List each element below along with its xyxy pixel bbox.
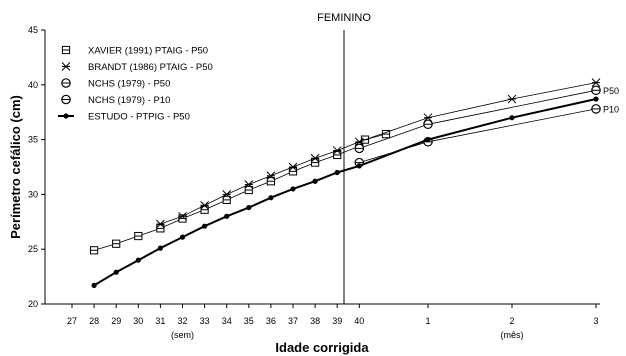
y-tick-label: 30 <box>28 189 38 199</box>
x-tick-label: 37 <box>288 316 298 326</box>
x-tick-label: 29 <box>111 316 121 326</box>
x-tick-label: 38 <box>310 316 320 326</box>
legend-label: ESTUDO - PTPIG - P50 <box>88 112 190 123</box>
data-point <box>268 195 274 201</box>
data-point <box>593 96 599 102</box>
data-point <box>91 282 97 288</box>
x-unit-label: (sem) <box>171 330 194 340</box>
series-line <box>359 89 597 149</box>
data-point <box>591 78 601 87</box>
x-tick-label: 27 <box>67 316 77 326</box>
x-tick-label: 1 <box>425 316 430 326</box>
data-point <box>224 213 230 219</box>
data-point <box>246 204 252 211</box>
x-tick-label: 28 <box>89 316 99 326</box>
x-unit-label: (mês) <box>501 330 524 340</box>
axes <box>44 30 600 305</box>
data-point <box>202 223 208 229</box>
series-line <box>93 98 597 287</box>
x-tick-label: 35 <box>244 316 254 326</box>
series: P50 P10 <box>90 78 619 288</box>
legend-label: NCHS (1979) - P50 <box>88 79 170 90</box>
x-axis-title: Idade corrigida <box>275 340 369 355</box>
data-point <box>200 201 209 210</box>
x-tick-label: 36 <box>266 316 276 326</box>
data-point <box>312 178 318 184</box>
legend: XAVIER (1991) PTAIG - P50 BRANDT (1986) P… <box>58 46 213 123</box>
y-tick-label: 20 <box>28 299 38 309</box>
data-point <box>179 234 186 240</box>
data-point <box>332 146 342 155</box>
series-0 <box>90 130 391 255</box>
x-tick-label: 30 <box>133 316 143 326</box>
x-tick-label: 34 <box>222 316 232 326</box>
legend-label: XAVIER (1991) PTAIG - P50 <box>88 46 208 57</box>
data-point <box>222 190 232 199</box>
data-point <box>157 245 163 251</box>
y-axis-title: Perímetro cefálico (cm) <box>8 95 23 239</box>
data-point <box>310 153 320 163</box>
data-point <box>135 257 141 263</box>
data-point <box>266 171 276 181</box>
x-tick-label: 2 <box>509 316 514 326</box>
series-4 <box>91 96 599 288</box>
data-point <box>244 180 254 189</box>
series-end-label: P10 <box>603 104 619 114</box>
x-ticks: 27 28 29 30 31 32 33 34 35 36 37 38 39 40 1 2 3 (sem) (mês… <box>67 304 599 340</box>
data-point <box>156 219 165 229</box>
series-2: P50 <box>354 85 619 154</box>
x-tick-label: 31 <box>155 316 165 326</box>
annotation-feminino: FEMININO <box>317 12 371 24</box>
data-point <box>288 162 298 172</box>
data-point <box>113 269 119 275</box>
legend-label: BRANDT (1986) PTAIG - P50 <box>88 62 213 73</box>
y-tick-label: 40 <box>28 80 38 90</box>
data-point <box>509 115 515 121</box>
data-point <box>334 169 340 176</box>
x-tick-label: 40 <box>354 316 364 326</box>
x-tick-label: 33 <box>200 316 210 326</box>
y-tick-label: 35 <box>28 135 38 145</box>
series-1 <box>156 78 601 229</box>
legend-marker <box>63 113 69 119</box>
data-point <box>290 186 296 192</box>
data-point <box>425 137 431 143</box>
x-tick-label: 39 <box>332 316 342 326</box>
y-tick-label: 25 <box>28 244 38 254</box>
data-point <box>178 211 187 221</box>
legend-label: NCHS (1979) - P10 <box>88 95 170 106</box>
data-point <box>507 94 517 104</box>
legend-marker <box>61 62 71 71</box>
x-tick-label: 3 <box>593 316 598 326</box>
x-tick-label: 32 <box>177 316 187 326</box>
series-end-label: P50 <box>603 86 619 96</box>
y-tick-label: 45 <box>28 25 38 35</box>
data-point <box>356 163 362 169</box>
y-ticks: 20 25 30 35 40 45 <box>28 25 45 309</box>
